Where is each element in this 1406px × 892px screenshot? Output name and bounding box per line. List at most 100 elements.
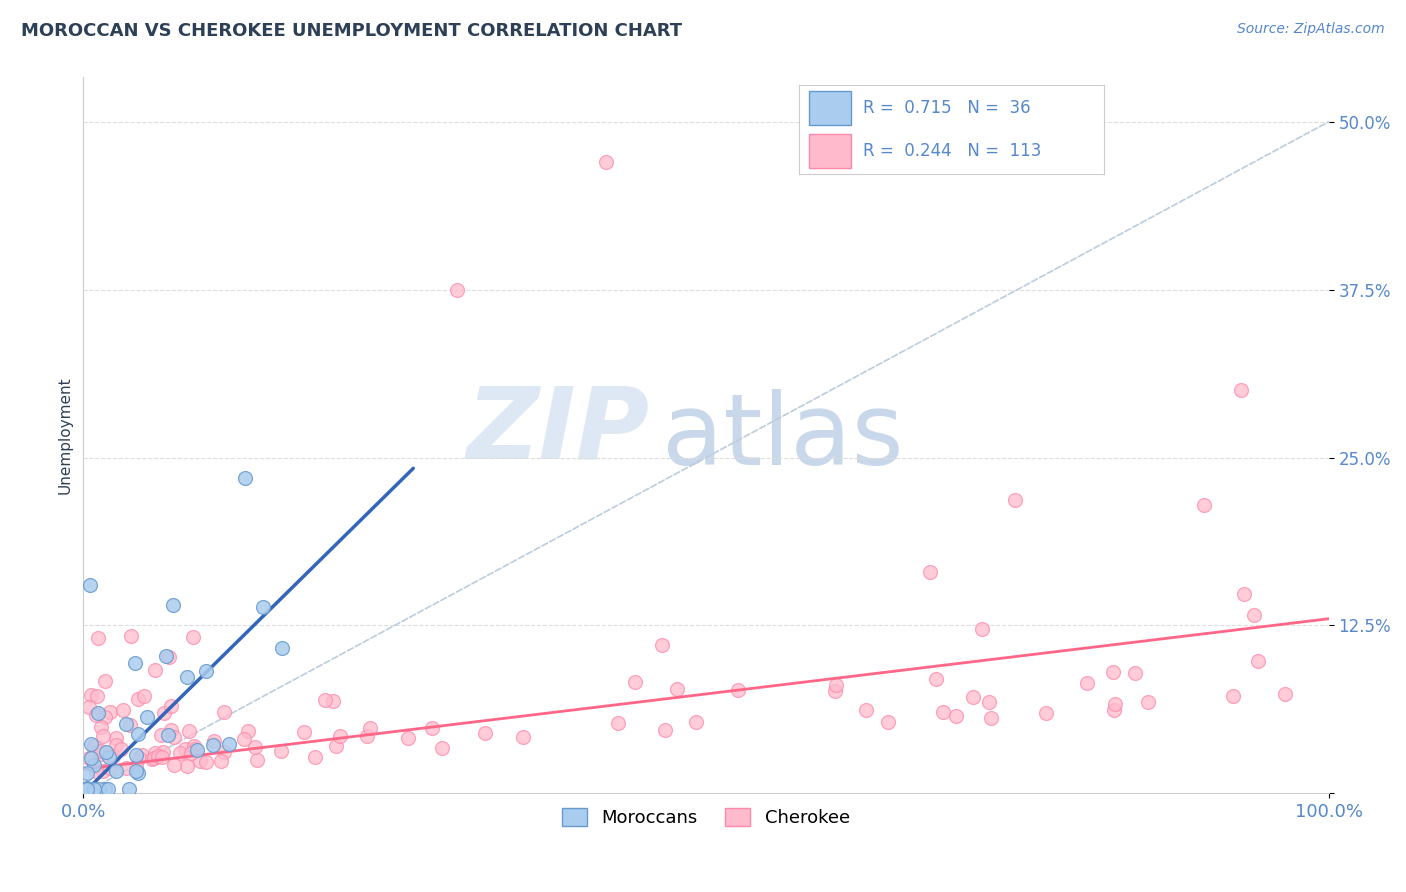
Point — [142, 751, 165, 765]
Point — [84, 707, 107, 722]
Point — [150, 728, 173, 742]
Point — [98, 761, 121, 775]
Point — [195, 755, 218, 769]
Point — [188, 755, 211, 769]
Point — [180, 746, 202, 760]
Point — [665, 682, 688, 697]
Point — [962, 690, 984, 705]
Point — [80, 749, 103, 764]
Point — [84, 764, 107, 779]
Point — [83, 758, 105, 772]
Point — [824, 678, 846, 692]
Point — [201, 738, 224, 752]
Y-axis label: Unemployment: Unemployment — [58, 376, 72, 494]
Point — [925, 672, 948, 686]
Text: ZIP: ZIP — [467, 382, 650, 479]
Point — [1104, 697, 1126, 711]
Point — [304, 750, 326, 764]
Point — [90, 720, 112, 734]
Point — [624, 675, 647, 690]
Point — [96, 745, 118, 759]
Point — [292, 725, 315, 739]
Point — [80, 737, 103, 751]
Point — [446, 283, 468, 297]
Point — [160, 723, 183, 738]
Point — [202, 733, 225, 747]
Point — [233, 731, 256, 746]
Point — [98, 749, 121, 764]
Point — [136, 709, 159, 723]
Point — [162, 598, 184, 612]
Point — [163, 757, 186, 772]
Point — [824, 683, 846, 698]
Point — [245, 740, 267, 755]
Point — [80, 688, 103, 702]
Point — [980, 711, 1002, 725]
Point — [131, 747, 153, 762]
Point — [152, 745, 174, 759]
Point — [1004, 493, 1026, 508]
Point — [1136, 695, 1159, 709]
Point — [169, 746, 191, 760]
Point — [76, 782, 98, 797]
Point — [855, 703, 877, 717]
Point — [127, 727, 149, 741]
Point — [105, 731, 128, 745]
Point — [76, 782, 98, 797]
Point — [271, 640, 294, 655]
Point — [132, 689, 155, 703]
Point — [420, 721, 443, 735]
Point — [91, 729, 114, 743]
Point — [246, 753, 269, 767]
Point — [356, 729, 378, 743]
Point — [156, 728, 179, 742]
Point — [1222, 689, 1244, 703]
Legend: Moroccans, Cherokee: Moroccans, Cherokee — [555, 801, 858, 834]
Point — [186, 742, 208, 756]
Point — [877, 714, 900, 729]
Point — [83, 782, 105, 797]
Text: MOROCCAN VS CHEROKEE UNEMPLOYMENT CORRELATION CHART: MOROCCAN VS CHEROKEE UNEMPLOYMENT CORREL… — [21, 22, 682, 40]
Point — [1233, 587, 1256, 601]
Point — [153, 706, 176, 720]
Point — [654, 723, 676, 738]
Point — [86, 631, 108, 645]
Point — [218, 738, 240, 752]
Point — [174, 742, 197, 756]
Point — [127, 691, 149, 706]
Point — [127, 765, 149, 780]
Point — [80, 750, 103, 764]
Point — [920, 565, 942, 579]
Point — [176, 759, 198, 773]
Point — [141, 752, 163, 766]
Point — [76, 765, 98, 780]
Point — [972, 622, 994, 636]
Point — [97, 782, 120, 797]
Point — [155, 648, 177, 663]
Point — [98, 705, 121, 719]
Point — [209, 755, 232, 769]
Point — [607, 716, 630, 731]
Point — [115, 717, 138, 731]
Point — [94, 674, 117, 689]
Point — [104, 764, 127, 779]
Point — [270, 744, 292, 758]
Point — [93, 709, 115, 723]
Text: Source: ZipAtlas.com: Source: ZipAtlas.com — [1237, 22, 1385, 37]
Point — [1230, 384, 1253, 398]
Point — [77, 700, 100, 714]
Point — [212, 705, 235, 719]
Point — [1192, 498, 1215, 512]
Point — [87, 706, 110, 720]
Point — [932, 705, 955, 719]
Point — [115, 761, 138, 775]
Point — [512, 730, 534, 744]
Point — [91, 764, 114, 778]
Point — [159, 698, 181, 713]
Point — [124, 656, 146, 670]
Point — [651, 638, 673, 652]
Text: atlas: atlas — [662, 389, 904, 486]
Point — [120, 718, 142, 732]
Point — [1101, 665, 1123, 680]
Point — [1035, 706, 1057, 720]
